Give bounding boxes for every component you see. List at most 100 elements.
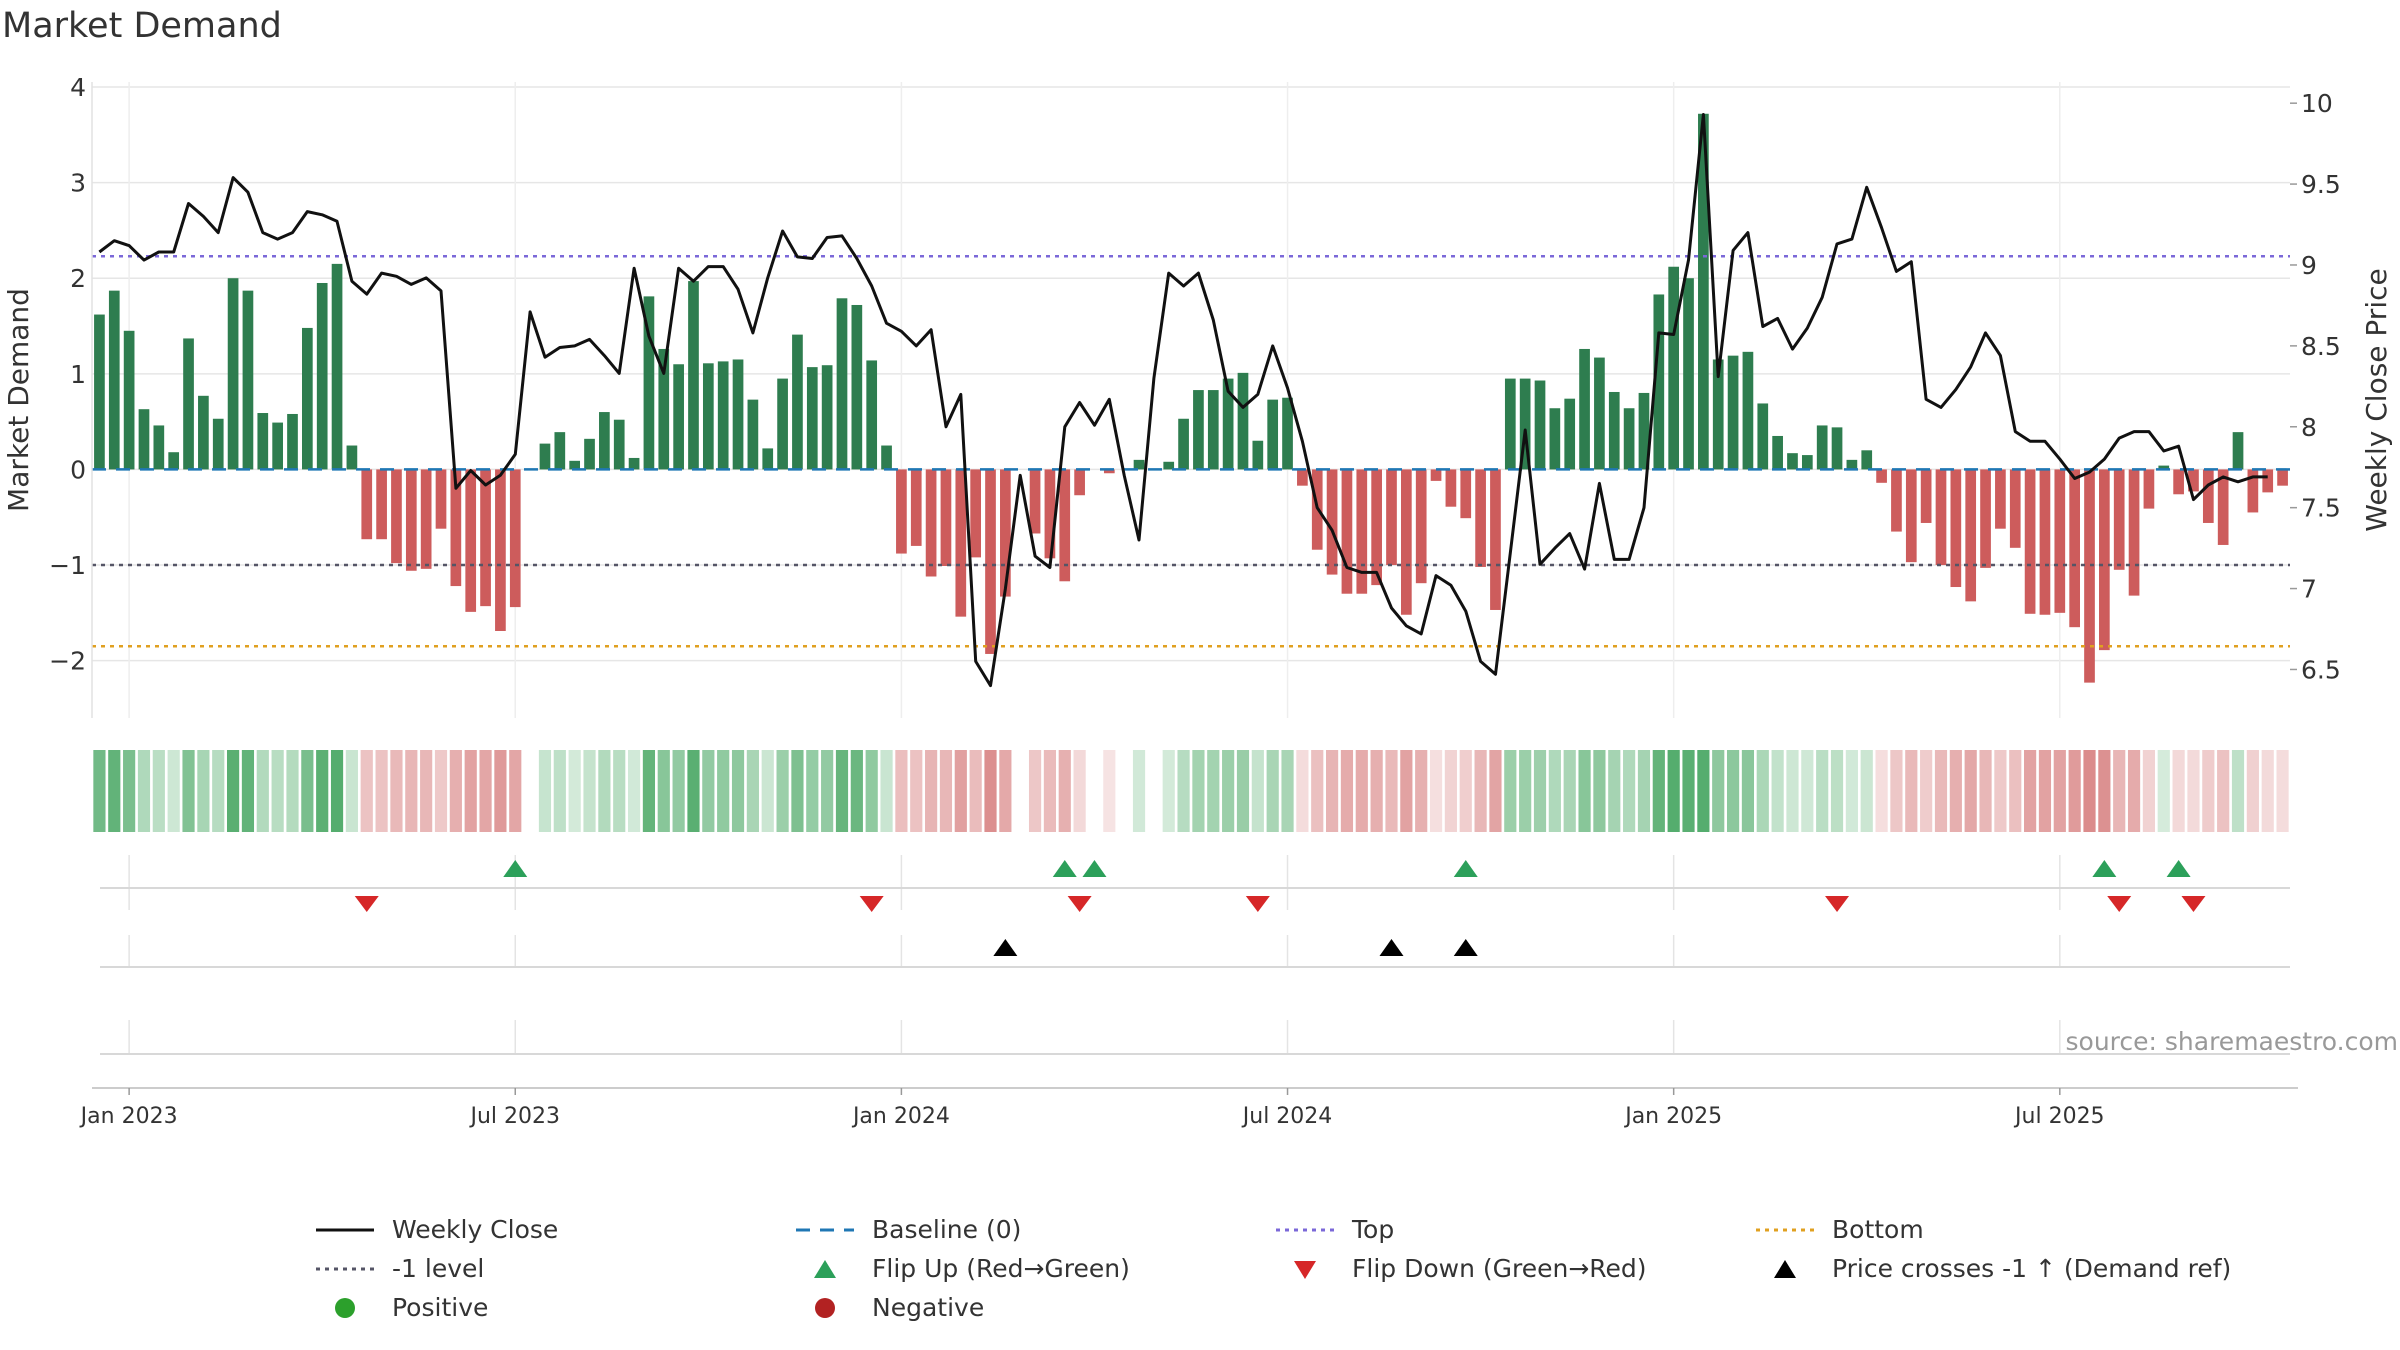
heat-cell xyxy=(1830,750,1844,832)
heat-cell xyxy=(1801,750,1814,832)
heat-cell xyxy=(1860,750,1873,832)
demand-bar xyxy=(1297,469,1308,486)
demand-bar xyxy=(2202,469,2214,523)
heat-cell xyxy=(241,750,255,832)
demand-bar xyxy=(628,457,640,470)
heat-cell xyxy=(1444,750,1457,832)
heat-cell xyxy=(1637,750,1651,832)
demand-bar xyxy=(1178,418,1189,470)
chart-title: Market Demand xyxy=(2,6,282,46)
x-tick-label: Jul 2024 xyxy=(1241,1104,1333,1129)
demand-bar xyxy=(732,359,744,470)
heat-cell xyxy=(1162,750,1175,832)
demand-bar xyxy=(316,282,328,470)
demand-bar xyxy=(955,469,967,617)
demand-bar xyxy=(1222,378,1234,470)
heat-cell xyxy=(1548,750,1561,832)
heat-cell xyxy=(1667,750,1680,832)
demand-bar xyxy=(1430,469,1442,481)
heat-cell xyxy=(1697,750,1710,832)
legend-item-minus-one: -1 level xyxy=(310,1254,484,1283)
demand-bar xyxy=(1534,380,1546,470)
y-tick-label-right: 7.5 xyxy=(2301,494,2341,523)
demand-bars xyxy=(94,113,2288,683)
heat-cell xyxy=(375,750,388,832)
demand-bar xyxy=(2113,469,2125,570)
heat-cell xyxy=(687,750,700,832)
demand-bar xyxy=(1579,348,1590,470)
heat-cell xyxy=(2024,750,2037,832)
demand-bar xyxy=(495,469,506,631)
heat-cell xyxy=(821,750,834,832)
demand-bar xyxy=(2084,469,2095,683)
flip-down-marker xyxy=(2181,896,2206,912)
demand-bar xyxy=(361,469,373,540)
demand-bar xyxy=(806,367,818,470)
y-axis-label-right: Weekly Close Price xyxy=(2360,268,2393,531)
heat-cell xyxy=(969,750,982,832)
demand-bar xyxy=(1267,399,1279,470)
heat-cell xyxy=(256,750,269,832)
heat-cell xyxy=(761,750,774,832)
demand-bar xyxy=(2158,465,2170,470)
demand-bar xyxy=(613,419,625,470)
heat-cell xyxy=(123,750,136,832)
demand-bar xyxy=(420,469,432,569)
heat-cell xyxy=(137,750,151,832)
heat-cell xyxy=(271,750,284,832)
heat-cell xyxy=(390,750,403,832)
demand-bar xyxy=(2024,469,2036,614)
heat-cell xyxy=(405,750,418,832)
heat-cell xyxy=(1905,750,1918,832)
heat-cell xyxy=(1816,750,1829,832)
heat-cell xyxy=(1325,750,1339,832)
heat-cell xyxy=(1251,750,1264,832)
demand-bar xyxy=(1490,469,1501,610)
legend-item-top: Top xyxy=(1270,1215,1394,1244)
demand-bar xyxy=(1876,469,1887,483)
legend-label: Baseline (0) xyxy=(872,1215,1022,1244)
heat-cell xyxy=(1920,750,1933,832)
legend-label: Flip Up (Red→Green) xyxy=(872,1254,1130,1283)
demand-bar xyxy=(1549,408,1561,470)
demand-bar xyxy=(212,418,224,470)
demand-bar xyxy=(257,413,269,470)
heat-cell xyxy=(627,750,641,832)
demand-bar xyxy=(465,469,477,612)
heat-cell xyxy=(1741,750,1755,832)
flip-down-marker xyxy=(1245,896,1270,912)
x-tick-label: Jan 2023 xyxy=(79,1104,178,1129)
heat-cell xyxy=(717,750,730,832)
demand-bar xyxy=(2039,469,2051,615)
heat-cell xyxy=(434,750,448,832)
x-tick-label: Jan 2025 xyxy=(1623,1104,1722,1129)
demand-bar xyxy=(1712,359,1724,470)
demand-bar xyxy=(1103,469,1115,474)
heat-cell xyxy=(345,750,358,832)
demand-bar xyxy=(851,304,863,470)
heat-cell xyxy=(1429,750,1443,832)
demand-bar xyxy=(1044,469,1056,559)
demand-bar xyxy=(183,338,194,470)
heat-cell xyxy=(2261,750,2274,832)
demand-bar xyxy=(1608,391,1620,470)
flip-up-marker xyxy=(503,860,528,877)
heat-cell xyxy=(330,750,344,832)
demand-bar xyxy=(925,469,937,577)
heat-cell xyxy=(1578,750,1591,832)
demand-bar xyxy=(2128,469,2140,596)
demand-bar xyxy=(1742,351,1754,470)
demand-bar xyxy=(940,469,952,566)
demand-bar xyxy=(1935,469,1947,566)
demand-bar xyxy=(1445,469,1457,507)
heat-cell xyxy=(2038,750,2052,832)
heat-cell xyxy=(835,750,849,832)
heat-cell xyxy=(2157,750,2170,832)
demand-bar xyxy=(1475,469,1486,567)
demand-bar xyxy=(1133,459,1145,470)
heat-cell xyxy=(2202,750,2215,832)
heat-cell xyxy=(939,750,953,832)
heat-cell xyxy=(1979,750,1992,832)
heat-cell xyxy=(1504,750,1517,832)
